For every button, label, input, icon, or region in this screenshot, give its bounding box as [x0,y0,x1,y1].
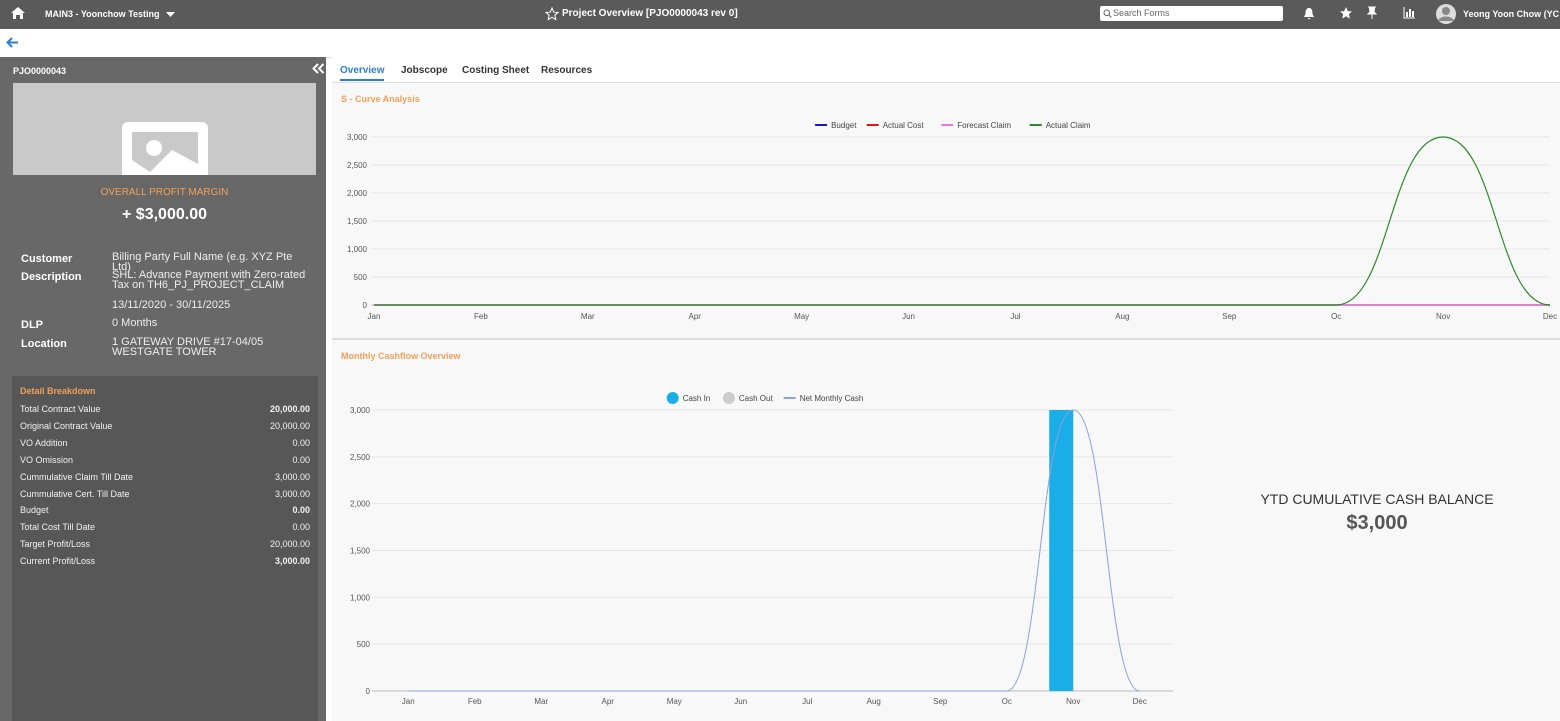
y-tick-label: 1,500 [347,217,368,226]
legend-label: Net Monthly Cash [800,394,864,403]
x-tick-label: Apr [602,697,615,706]
legend-label: Actual Claim [1046,121,1091,130]
x-tick-label: Jun [902,312,915,321]
y-tick-label: 1,000 [347,245,368,254]
x-tick-label: Oc [1002,697,1012,706]
legend-label: Cash In [683,394,711,403]
legend-label: Actual Cost [883,121,925,130]
x-tick-label: Sep [933,697,948,706]
y-tick-label: 2,500 [350,453,371,462]
x-tick-label: Jun [734,697,747,706]
legend-label: Forecast Claim [957,121,1011,130]
bar [1049,410,1073,691]
x-tick-label: Sep [1222,312,1237,321]
x-tick-label: Jul [802,697,812,706]
x-tick-label: Apr [689,312,702,321]
y-tick-label: 500 [357,640,371,649]
y-tick-label: 2,000 [350,500,371,509]
y-tick-label: 0 [366,687,371,696]
x-tick-label: Jan [402,697,415,706]
x-tick-label: Nov [1066,697,1080,706]
x-tick-label: Feb [474,312,488,321]
chart-title: Monthly Cashflow Overview [341,351,462,361]
y-tick-label: 500 [354,273,368,282]
y-tick-label: 3,000 [347,133,368,142]
x-tick-label: Feb [468,697,482,706]
x-tick-label: Jul [1010,312,1020,321]
y-tick-label: 1,000 [350,593,371,602]
y-tick-label: 2,000 [347,189,368,198]
y-tick-label: 0 [363,301,368,310]
x-tick-label: May [667,697,682,706]
x-tick-label: Aug [867,697,881,706]
chart-title: S - Curve Analysis [341,94,420,104]
y-tick-label: 2,500 [347,161,368,170]
x-tick-label: Dec [1543,312,1557,321]
x-tick-label: Mar [534,697,548,706]
x-tick-label: May [794,312,809,321]
legend-swatch [723,392,735,404]
legend-label: Cash Out [739,394,774,403]
x-tick-label: Oc [1331,312,1341,321]
legend-label: Budget [831,121,857,130]
y-tick-label: 3,000 [350,406,371,415]
x-tick-label: Mar [581,312,595,321]
x-tick-label: Aug [1115,312,1129,321]
x-tick-label: Dec [1133,697,1147,706]
x-tick-label: Jan [368,312,381,321]
y-tick-label: 1,500 [350,547,371,556]
x-tick-label: Nov [1436,312,1450,321]
legend-swatch [667,392,679,404]
